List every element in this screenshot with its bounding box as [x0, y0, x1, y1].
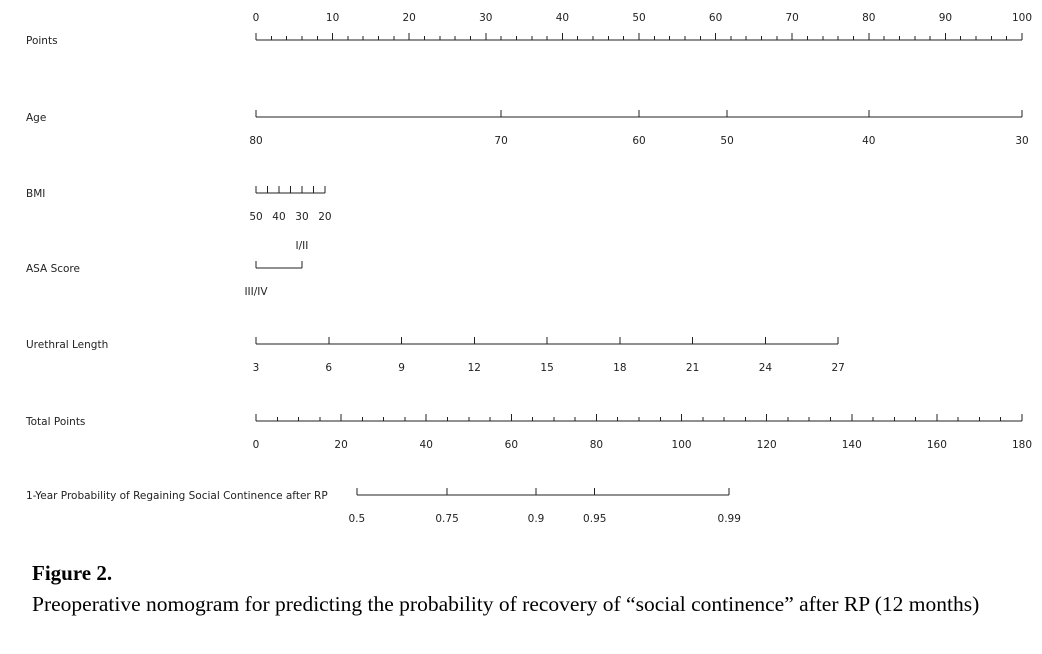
tick-label: 40 [556, 12, 569, 24]
tick-label: 0.95 [583, 513, 606, 525]
tick-label: 80 [590, 439, 603, 451]
row-label-total-points: Total Points [25, 416, 85, 428]
tick-label: 180 [1012, 439, 1032, 451]
tick-label: 20 [334, 439, 347, 451]
tick-label: 70 [786, 12, 799, 24]
tick-label: 40 [420, 439, 433, 451]
figure-description: Preoperative nomogram for predicting the… [32, 592, 980, 616]
tick-label: 0.5 [349, 513, 366, 525]
tick-label: 100 [1012, 12, 1032, 24]
figure-label: Figure 2. [32, 561, 113, 585]
figure-caption: Figure 2. Preoperative nomogram for pred… [32, 558, 1022, 620]
tick-label: 0 [253, 12, 260, 24]
tick-label: 60 [505, 439, 518, 451]
tick-label: 120 [757, 439, 777, 451]
row-label-asa-score: ASA Score [26, 263, 80, 275]
tick-label: 60 [632, 135, 645, 147]
tick-label: 30 [295, 211, 308, 223]
tick-label: 10 [326, 12, 339, 24]
tick-label: 50 [720, 135, 733, 147]
tick-label: 24 [759, 362, 773, 374]
tick-label: 140 [842, 439, 862, 451]
tick-label: 0.99 [718, 513, 741, 525]
tick-label: 18 [613, 362, 626, 374]
row-label-bmi: BMI [26, 188, 45, 200]
tick-label: 60 [709, 12, 722, 24]
tick-label: I/II [296, 240, 309, 252]
tick-label: 40 [862, 135, 875, 147]
tick-label: 0 [253, 439, 260, 451]
tick-label: 80 [249, 135, 262, 147]
tick-label: 9 [398, 362, 405, 374]
tick-label: 0.75 [435, 513, 458, 525]
row-label-urethral-length: Urethral Length [26, 339, 108, 351]
tick-label: 50 [632, 12, 645, 24]
tick-label: 20 [318, 211, 331, 223]
tick-label: 50 [249, 211, 262, 223]
tick-label: 3 [253, 362, 260, 374]
tick-label: 30 [479, 12, 492, 24]
tick-label: 27 [831, 362, 844, 374]
tick-label: 40 [272, 211, 285, 223]
tick-label: 12 [468, 362, 481, 374]
tick-label: III/IV [244, 286, 268, 298]
tick-label: 160 [927, 439, 947, 451]
tick-label: 15 [540, 362, 553, 374]
tick-label: 6 [325, 362, 332, 374]
tick-label: 90 [939, 12, 952, 24]
tick-label: 20 [403, 12, 416, 24]
tick-label: 100 [672, 439, 692, 451]
tick-label: 21 [686, 362, 699, 374]
tick-label: 70 [494, 135, 507, 147]
tick-label: 30 [1015, 135, 1028, 147]
tick-label: 80 [862, 12, 875, 24]
tick-label: 0.9 [528, 513, 545, 525]
row-label-1-year-probability-of-regaining-social-continence-after-rp: 1-Year Probability of Regaining Social C… [26, 490, 328, 502]
row-label-age: Age [26, 112, 46, 124]
row-label-points: Points [26, 35, 58, 47]
